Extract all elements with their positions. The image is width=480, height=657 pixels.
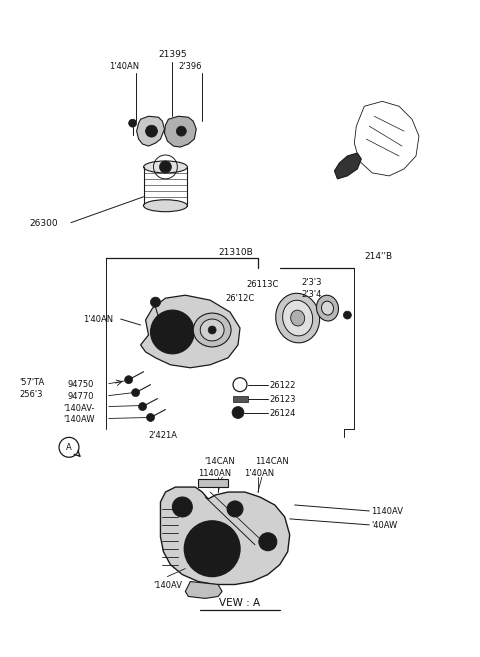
- Circle shape: [172, 497, 192, 517]
- Circle shape: [232, 407, 244, 419]
- Circle shape: [208, 326, 216, 334]
- Text: 1140AV: 1140AV: [371, 507, 403, 516]
- Polygon shape: [137, 116, 165, 146]
- Ellipse shape: [291, 310, 305, 326]
- Polygon shape: [185, 581, 222, 599]
- Ellipse shape: [144, 200, 187, 212]
- Ellipse shape: [200, 319, 224, 341]
- Ellipse shape: [193, 313, 231, 347]
- Polygon shape: [233, 396, 248, 401]
- Polygon shape: [160, 487, 290, 585]
- Text: VEW : A: VEW : A: [219, 599, 261, 608]
- Text: 1'40AN: 1'40AN: [83, 315, 113, 324]
- Circle shape: [176, 126, 186, 136]
- Text: 2'396: 2'396: [179, 62, 202, 70]
- Text: '57'TA: '57'TA: [19, 378, 45, 387]
- Text: 94770: 94770: [67, 392, 94, 401]
- Text: 1'40AN: 1'40AN: [109, 62, 139, 70]
- Circle shape: [132, 389, 140, 397]
- Polygon shape: [141, 295, 240, 368]
- Text: 26122: 26122: [270, 380, 296, 390]
- Text: A: A: [66, 443, 72, 452]
- Circle shape: [232, 506, 238, 512]
- Circle shape: [151, 310, 194, 354]
- Circle shape: [192, 529, 232, 568]
- Circle shape: [178, 502, 187, 512]
- Ellipse shape: [322, 301, 334, 315]
- Ellipse shape: [276, 293, 320, 343]
- Circle shape: [125, 376, 132, 384]
- Circle shape: [146, 413, 155, 421]
- Circle shape: [204, 541, 220, 556]
- Circle shape: [139, 403, 146, 411]
- Text: 94750: 94750: [67, 380, 94, 389]
- Polygon shape: [198, 479, 228, 487]
- Circle shape: [259, 533, 277, 551]
- Text: 26124: 26124: [270, 409, 296, 418]
- Text: 26123: 26123: [270, 395, 296, 403]
- Text: 26300: 26300: [29, 219, 58, 227]
- Circle shape: [129, 119, 137, 127]
- Text: 1'40AN: 1'40AN: [244, 469, 274, 478]
- Text: '14CAN: '14CAN: [204, 457, 235, 466]
- Text: 21395: 21395: [158, 50, 187, 58]
- Text: 1140AN: 1140AN: [198, 469, 231, 478]
- Circle shape: [168, 327, 178, 337]
- Text: 26113C: 26113C: [246, 281, 278, 289]
- Circle shape: [145, 125, 157, 137]
- Text: 2'421A: 2'421A: [148, 432, 178, 440]
- Text: '140AV-: '140AV-: [63, 403, 95, 413]
- Text: 21310B: 21310B: [218, 248, 253, 258]
- Ellipse shape: [144, 161, 187, 173]
- Text: '40AW: '40AW: [371, 521, 397, 530]
- Text: 2'3'3: 2'3'3: [301, 279, 322, 287]
- Ellipse shape: [316, 295, 338, 321]
- Circle shape: [264, 538, 272, 546]
- Text: 214''B: 214''B: [364, 252, 393, 261]
- Circle shape: [343, 311, 351, 319]
- Circle shape: [158, 318, 186, 346]
- Circle shape: [151, 297, 160, 307]
- Ellipse shape: [283, 300, 312, 336]
- Polygon shape: [165, 116, 196, 147]
- Text: 26'12C: 26'12C: [225, 294, 254, 303]
- Polygon shape: [335, 153, 361, 179]
- Text: 2'3'4: 2'3'4: [301, 290, 322, 299]
- Circle shape: [184, 521, 240, 577]
- Circle shape: [159, 161, 171, 173]
- Circle shape: [227, 501, 243, 517]
- Text: 256'3: 256'3: [19, 390, 43, 399]
- Text: '140AW: '140AW: [63, 415, 95, 424]
- Text: 114CAN: 114CAN: [255, 457, 288, 466]
- Text: '140AV: '140AV: [154, 581, 182, 589]
